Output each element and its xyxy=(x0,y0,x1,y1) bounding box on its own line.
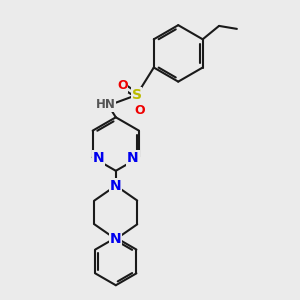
Text: N: N xyxy=(110,232,122,246)
Text: O: O xyxy=(134,104,145,117)
Text: HN: HN xyxy=(95,98,116,111)
Text: N: N xyxy=(93,151,104,165)
Text: N: N xyxy=(127,151,139,165)
Text: N: N xyxy=(110,179,122,193)
Text: O: O xyxy=(117,79,128,92)
Text: S: S xyxy=(132,88,142,102)
